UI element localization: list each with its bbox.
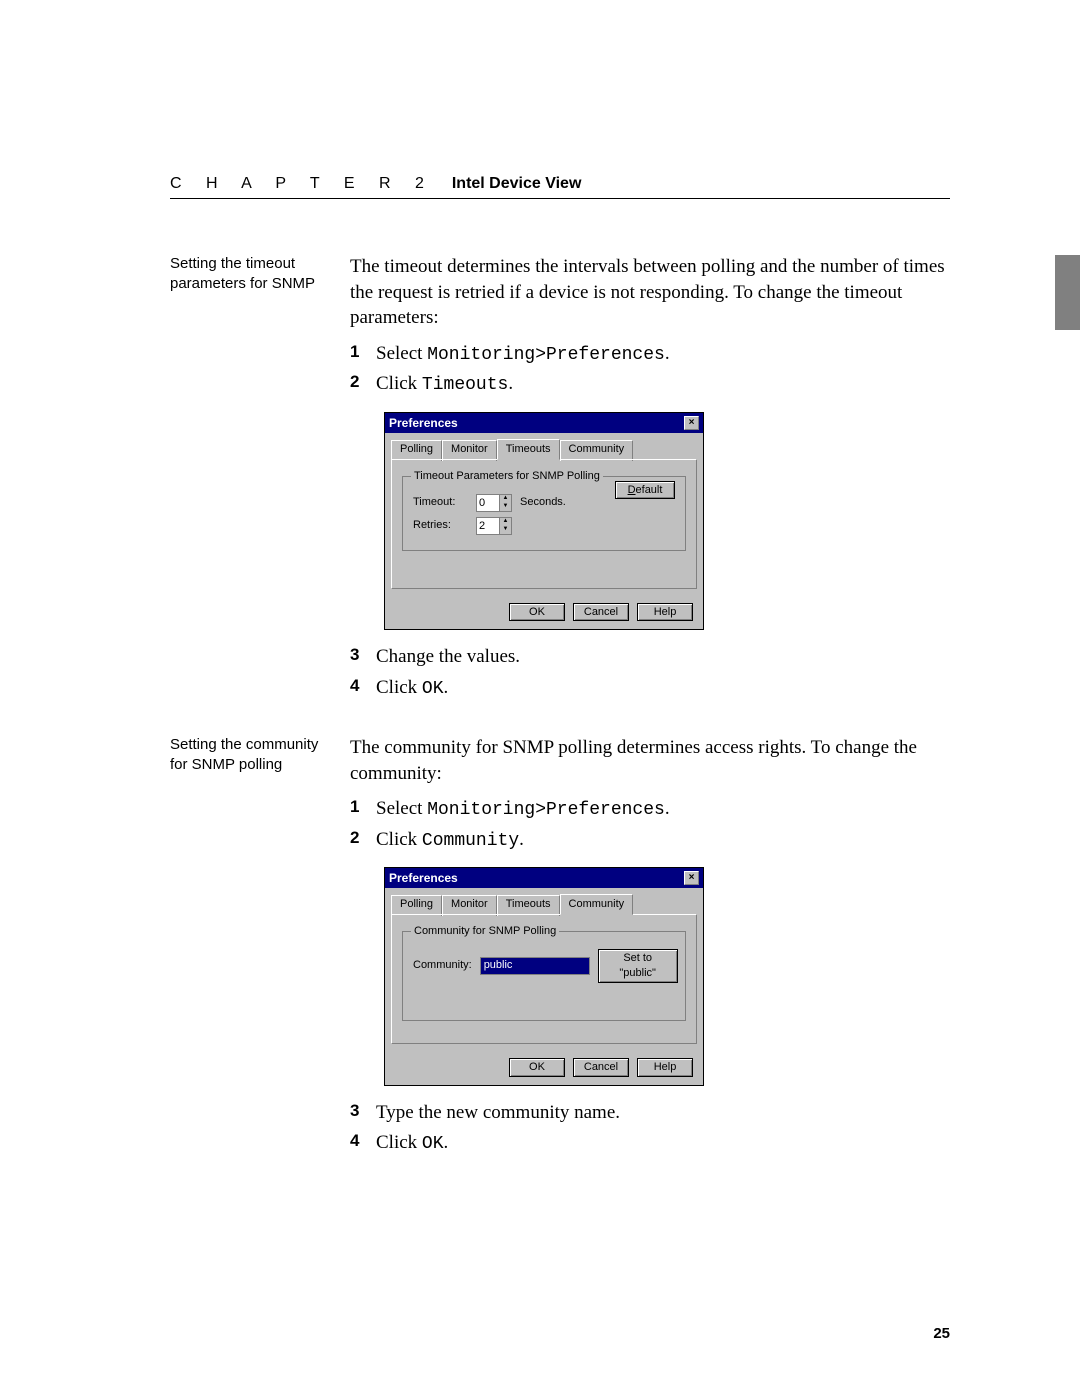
step-item: 4 Click OK. — [350, 675, 950, 701]
retries-spinbox[interactable]: ▲▼ — [476, 517, 512, 535]
step-item: 2 Click Community. — [350, 827, 950, 853]
default-button[interactable]: Default — [615, 481, 675, 500]
dialog-button-row: OK Cancel Help — [385, 595, 703, 630]
step-item: 3 Change the values. — [350, 644, 950, 670]
tabstrip: Polling Monitor Timeouts Community — [391, 439, 697, 460]
dialog-title-text: Preferences — [389, 415, 458, 431]
timeout-unit: Seconds. — [520, 495, 566, 510]
retries-label: Retries: — [413, 518, 468, 533]
chapter-label: C H A P T E R 2 — [170, 175, 434, 193]
retries-input[interactable] — [477, 518, 499, 534]
dialog-title-text: Preferences — [389, 870, 458, 886]
tab-panel: Community for SNMP Polling Community: pu… — [391, 914, 697, 1044]
timeout-label: Timeout: — [413, 495, 468, 510]
help-button[interactable]: Help — [637, 603, 693, 622]
help-button[interactable]: Help — [637, 1058, 693, 1077]
preferences-dialog-timeouts: Preferences × Polling Monitor Timeouts C… — [384, 412, 950, 631]
timeout-input[interactable] — [477, 495, 499, 511]
body-timeout: The timeout determines the intervals bet… — [350, 254, 950, 707]
step-text: Type the new community name. — [376, 1100, 950, 1126]
cancel-button[interactable]: Cancel — [573, 1058, 629, 1077]
steps-before-1: 1 Select Monitoring>Preferences. 2 Click… — [350, 341, 950, 398]
close-icon[interactable]: × — [684, 871, 699, 885]
tab-panel: Timeout Parameters for SNMP Polling Defa… — [391, 459, 697, 589]
step-item: 1 Select Monitoring>Preferences. — [350, 796, 950, 822]
step-number: 2 — [350, 371, 376, 397]
ok-button[interactable]: OK — [509, 1058, 565, 1077]
spinner-buttons[interactable]: ▲▼ — [499, 518, 511, 534]
group-label: Timeout Parameters for SNMP Polling — [411, 469, 603, 484]
tab-monitor[interactable]: Monitor — [442, 440, 497, 461]
tab-timeouts[interactable]: Timeouts — [497, 895, 560, 916]
spinner-buttons[interactable]: ▲▼ — [499, 495, 511, 511]
steps-before-2: 1 Select Monitoring>Preferences. 2 Click… — [350, 796, 950, 853]
step-text: Click Timeouts. — [376, 371, 950, 397]
step-number: 2 — [350, 827, 376, 853]
step-item: 2 Click Timeouts. — [350, 371, 950, 397]
ok-button[interactable]: OK — [509, 603, 565, 622]
body-community: The community for SNMP polling determine… — [350, 735, 950, 1162]
cancel-button[interactable]: Cancel — [573, 603, 629, 622]
step-item: 4 Click OK. — [350, 1130, 950, 1156]
tab-polling[interactable]: Polling — [391, 440, 442, 461]
step-number: 1 — [350, 796, 376, 822]
step-number: 4 — [350, 675, 376, 701]
step-number: 3 — [350, 644, 376, 670]
groupbox-community: Community for SNMP Polling Community: pu… — [402, 931, 686, 1021]
side-thumb-tab — [1055, 255, 1080, 330]
tab-community[interactable]: Community — [560, 894, 634, 915]
dialog-button-row: OK Cancel Help — [385, 1050, 703, 1085]
intro-text: The community for SNMP polling determine… — [350, 735, 950, 786]
timeout-spinbox[interactable]: ▲▼ — [476, 494, 512, 512]
community-label: Community: — [413, 958, 472, 973]
tab-timeouts[interactable]: Timeouts — [497, 439, 560, 460]
dialog-titlebar: Preferences × — [385, 868, 703, 888]
tab-monitor[interactable]: Monitor — [442, 895, 497, 916]
tab-polling[interactable]: Polling — [391, 895, 442, 916]
group-label: Community for SNMP Polling — [411, 924, 559, 939]
step-text: Click OK. — [376, 1130, 950, 1156]
section-timeout: Setting the timeout parameters for SNMP … — [170, 254, 950, 707]
step-text: Select Monitoring>Preferences. — [376, 796, 950, 822]
set-to-public-button[interactable]: Set to "public" — [598, 949, 678, 983]
dialog-titlebar: Preferences × — [385, 413, 703, 433]
step-number: 4 — [350, 1130, 376, 1156]
steps-after-2: 3 Type the new community name. 4 Click O… — [350, 1100, 950, 1157]
tabstrip: Polling Monitor Timeouts Community — [391, 894, 697, 915]
section-community: Setting the community for SNMP polling T… — [170, 735, 950, 1162]
preferences-dialog-community: Preferences × Polling Monitor Timeouts C… — [384, 867, 950, 1086]
chapter-title: Intel Device View — [452, 175, 582, 193]
intro-text: The timeout determines the intervals bet… — [350, 254, 950, 331]
close-icon[interactable]: × — [684, 416, 699, 430]
steps-after-1: 3 Change the values. 4 Click OK. — [350, 644, 950, 701]
step-text: Click Community. — [376, 827, 950, 853]
step-number: 1 — [350, 341, 376, 367]
step-item: 1 Select Monitoring>Preferences. — [350, 341, 950, 367]
groupbox-timeout: Timeout Parameters for SNMP Polling Defa… — [402, 476, 686, 551]
step-item: 3 Type the new community name. — [350, 1100, 950, 1126]
side-label-community: Setting the community for SNMP polling — [170, 735, 350, 1162]
page-header: C H A P T E R 2 Intel Device View — [170, 175, 950, 199]
page-number: 25 — [933, 1325, 950, 1342]
community-input[interactable]: public — [480, 957, 590, 975]
tab-community[interactable]: Community — [560, 440, 634, 461]
step-number: 3 — [350, 1100, 376, 1126]
side-label-timeout: Setting the timeout parameters for SNMP — [170, 254, 350, 707]
step-text: Click OK. — [376, 675, 950, 701]
step-text: Select Monitoring>Preferences. — [376, 341, 950, 367]
page: C H A P T E R 2 Intel Device View Settin… — [0, 0, 1080, 1397]
step-text: Change the values. — [376, 644, 950, 670]
